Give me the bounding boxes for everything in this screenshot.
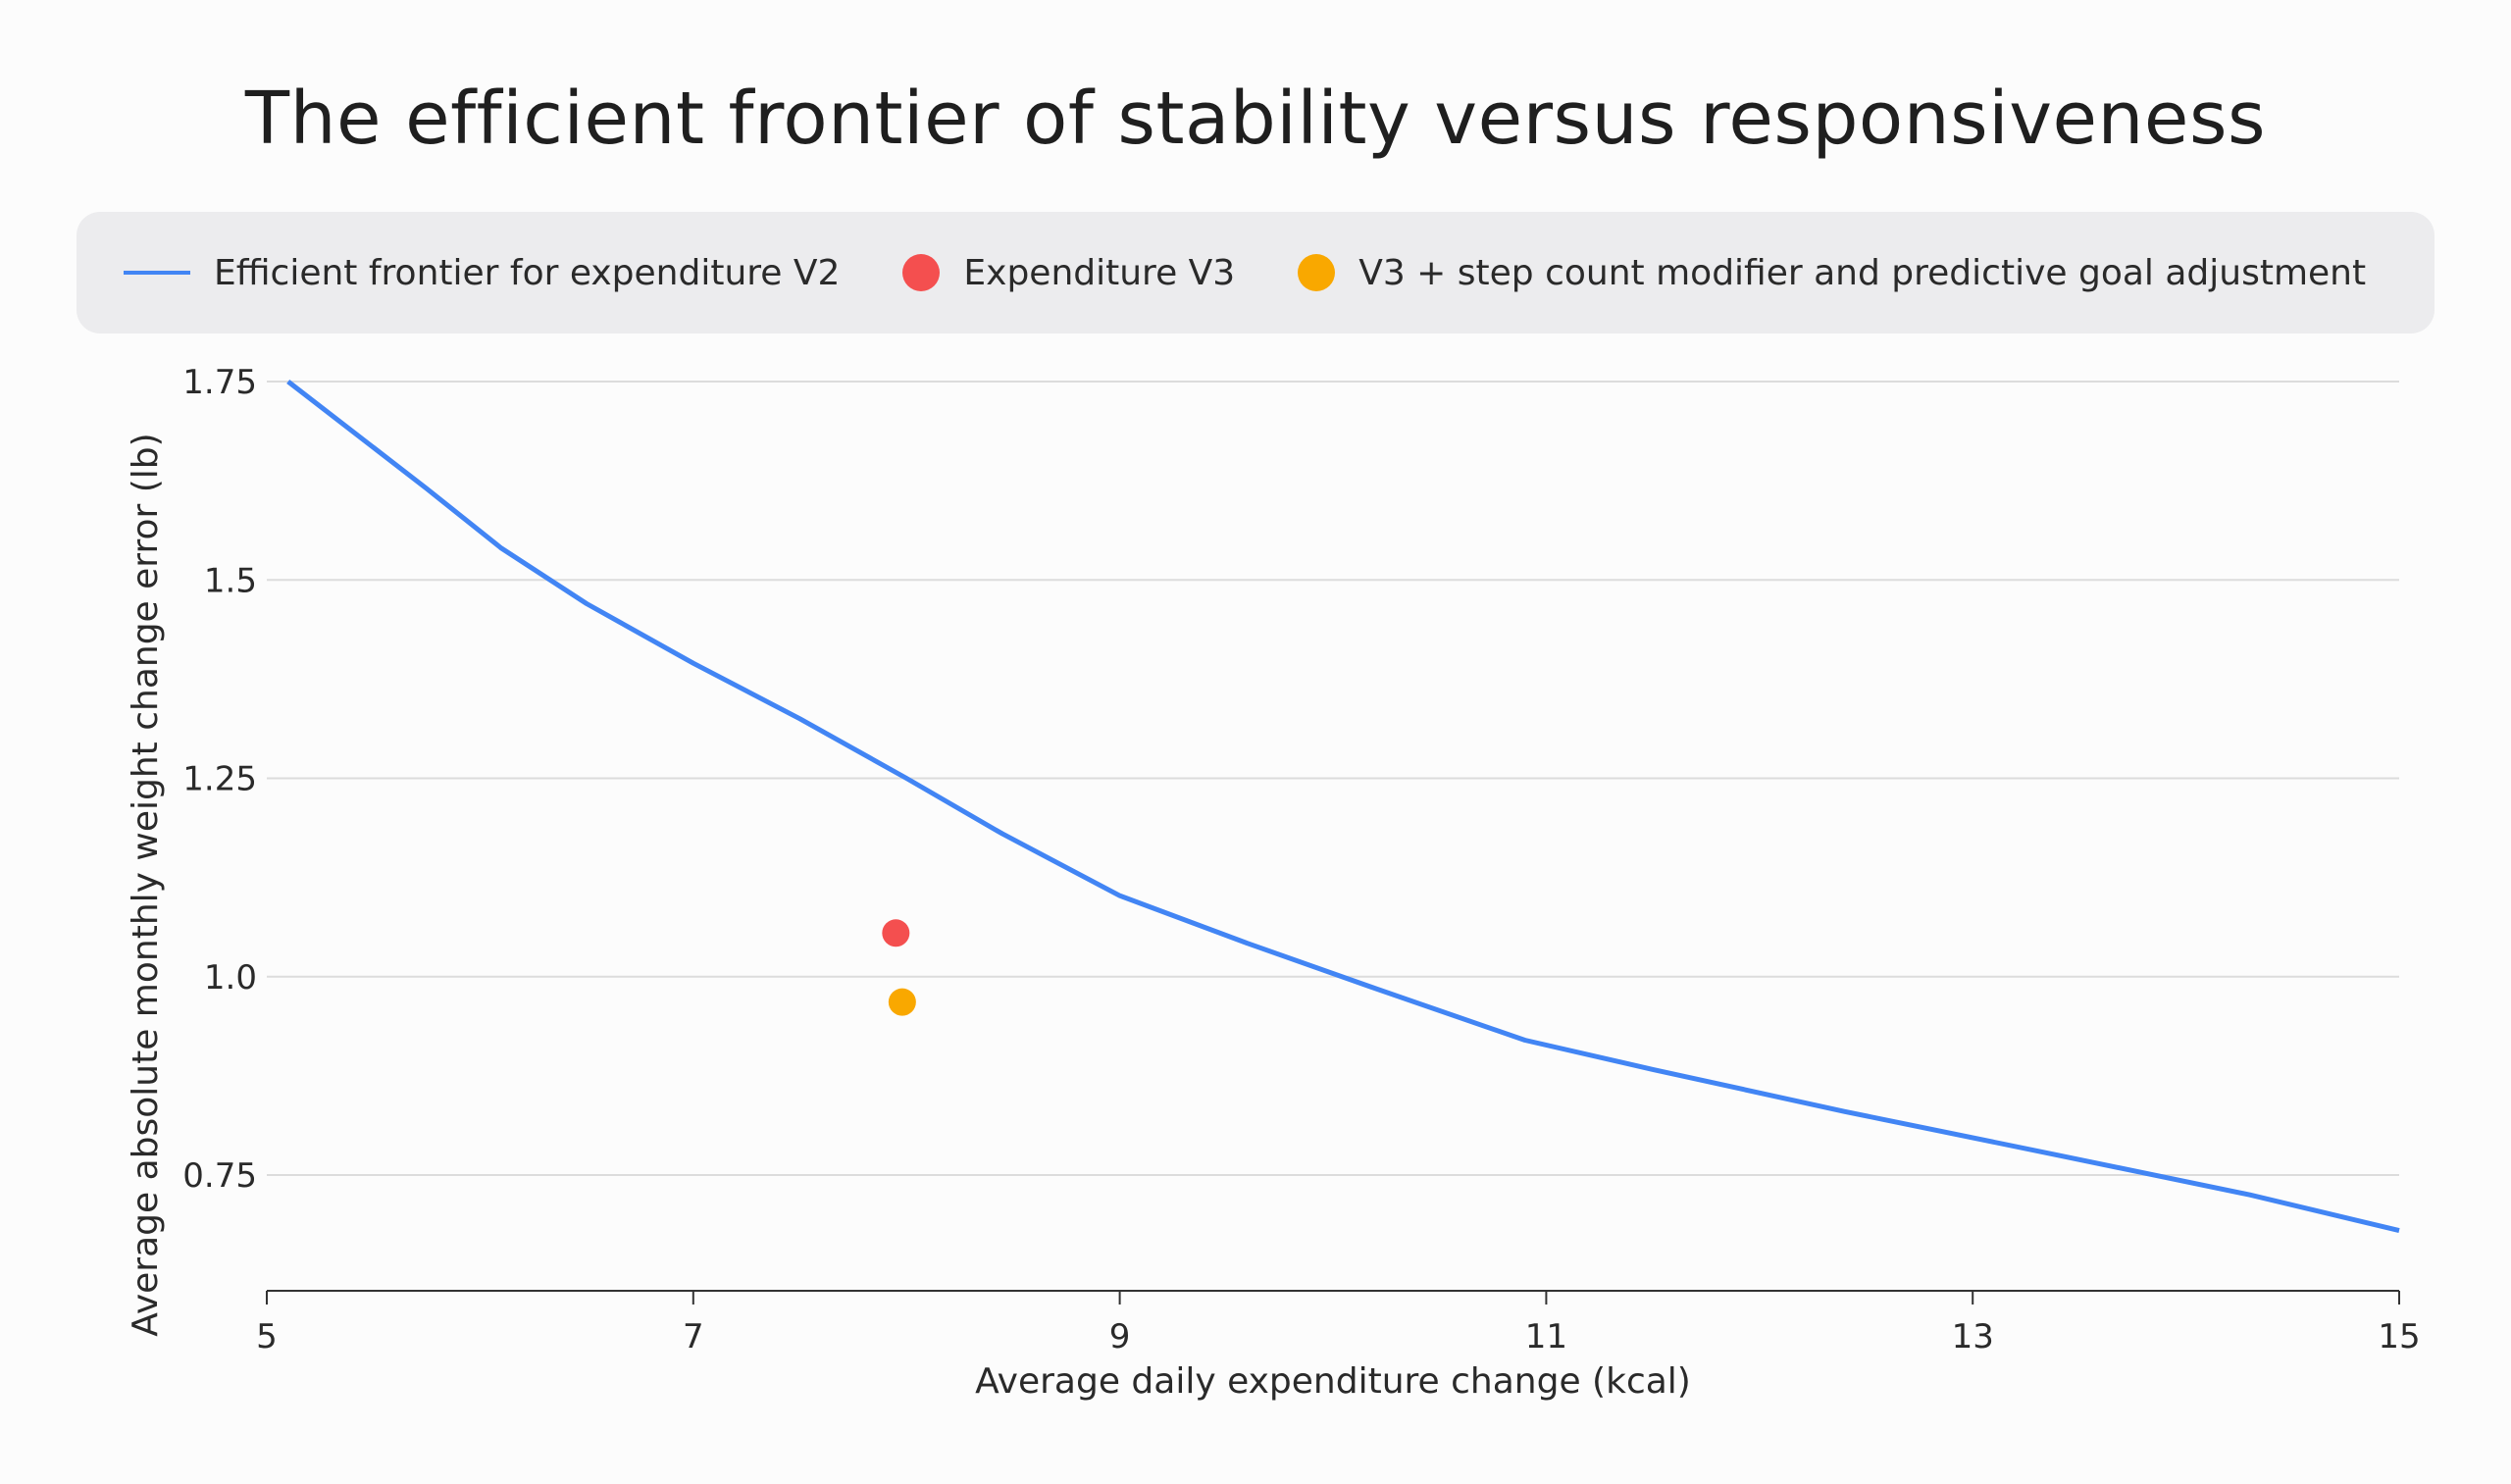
v3-point (882, 919, 910, 947)
chart-title: The efficient frontier of stability vers… (244, 77, 2267, 161)
y-tick-label: 0.75 (182, 1156, 257, 1196)
legend-label-v3: Expenditure V3 (963, 252, 1236, 293)
legend-dot-swatch (1298, 254, 1336, 291)
y-tick-label: 1.75 (182, 363, 257, 402)
x-tick-label: 7 (683, 1317, 704, 1356)
legend-item-v3: Expenditure V3 (902, 253, 1235, 293)
y-tick-label: 1.25 (182, 760, 257, 799)
legend-item-v3-step: V3 + step count modifier and predictive … (1298, 253, 2366, 293)
y-axis-title: Average absolute monthly weight change e… (126, 433, 166, 1336)
legend: Efficient frontier for expenditure V2 Ex… (77, 212, 2434, 333)
x-tick-label: 13 (1952, 1317, 1994, 1356)
y-axis-ticks: 0.75 1.0 1.25 1.5 1.75 (182, 363, 257, 1196)
x-axis-ticks: 5 7 9 11 13 15 (256, 1291, 2421, 1356)
x-tick-label: 11 (1525, 1317, 1567, 1356)
x-tick-label: 15 (2378, 1317, 2420, 1356)
legend-dot-swatch (902, 254, 941, 291)
v3-step-point (888, 988, 916, 1016)
series-layer (286, 380, 2400, 1234)
y-tick-label: 1.0 (204, 958, 257, 998)
legend-item-frontier: Efficient frontier for expenditure V2 (124, 253, 840, 293)
x-axis-title: Average daily expenditure change (kcal) (975, 1361, 1691, 1402)
gridlines (267, 381, 2399, 1176)
legend-line-swatch (124, 271, 190, 275)
y-tick-label: 1.5 (204, 561, 257, 600)
x-tick-label: 9 (1109, 1317, 1131, 1356)
legend-label-v3-step: V3 + step count modifier and predictive … (1358, 252, 2367, 293)
x-tick-label: 5 (256, 1317, 278, 1356)
frontier-line (286, 380, 2400, 1234)
legend-label-frontier: Efficient frontier for expenditure V2 (214, 252, 841, 293)
